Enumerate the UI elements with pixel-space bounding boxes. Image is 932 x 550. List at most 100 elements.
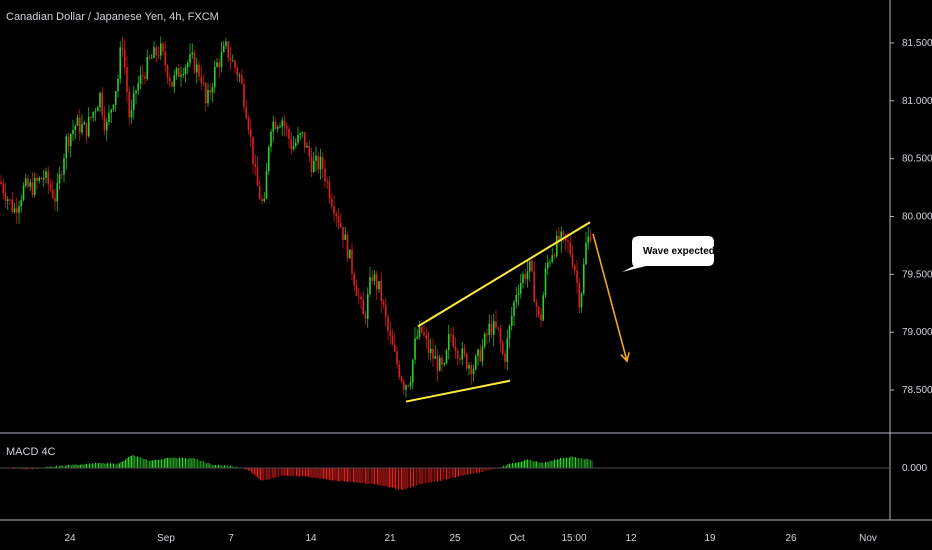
macd-bar bbox=[159, 459, 161, 468]
candle-body bbox=[393, 344, 396, 352]
macd-bar bbox=[101, 463, 102, 468]
candle-body bbox=[274, 121, 277, 129]
price-axis[interactable]: 81.500 81.000 80.500 80.000 79.500 79.000 78.5… bbox=[890, 38, 932, 396]
macd-bar bbox=[411, 468, 413, 487]
macd-bar bbox=[276, 468, 278, 478]
candle-body bbox=[234, 60, 236, 69]
macd-bar bbox=[246, 468, 248, 470]
candle-body bbox=[180, 74, 182, 77]
macd-bar bbox=[468, 468, 470, 474]
candle-body bbox=[447, 334, 450, 351]
macd-bar bbox=[479, 468, 480, 473]
macd-bar bbox=[404, 468, 405, 489]
macd-bar bbox=[470, 468, 471, 475]
candle-body bbox=[42, 177, 45, 180]
macd-bar bbox=[531, 460, 533, 468]
macd-bar bbox=[45, 466, 47, 468]
candle-body bbox=[123, 49, 126, 68]
macd-bar bbox=[63, 466, 65, 468]
macd-bar bbox=[507, 464, 509, 468]
macd-bar bbox=[432, 468, 434, 482]
macd-bar bbox=[209, 463, 210, 468]
macd-bar bbox=[149, 461, 150, 468]
wedge-upper-line[interactable] bbox=[417, 221, 591, 328]
macd-bar bbox=[554, 459, 555, 468]
macd-bar bbox=[546, 461, 548, 468]
macd-bar bbox=[435, 468, 437, 481]
candle-body bbox=[60, 174, 63, 176]
macd-bar bbox=[560, 458, 561, 468]
macd-bar bbox=[515, 463, 516, 468]
macd-bar bbox=[203, 461, 204, 468]
macd-bar bbox=[350, 468, 351, 482]
macd-bar bbox=[158, 459, 159, 468]
projection-arrow[interactable] bbox=[592, 233, 628, 362]
macd-bar bbox=[173, 458, 174, 468]
macd-bar bbox=[129, 456, 131, 468]
candle-body bbox=[432, 348, 434, 359]
macd-bar bbox=[105, 463, 107, 468]
macd-bar bbox=[221, 465, 222, 468]
macd-bar bbox=[125, 459, 126, 468]
macd-bar bbox=[266, 468, 267, 480]
macd-bar bbox=[117, 463, 119, 468]
candle-body bbox=[139, 75, 142, 84]
candle-body bbox=[294, 142, 297, 147]
macd-bar bbox=[146, 459, 147, 468]
macd-bar bbox=[80, 464, 81, 468]
candle-body bbox=[36, 177, 38, 181]
candle-body bbox=[126, 67, 128, 93]
candle-body bbox=[204, 83, 207, 104]
price-tick-label: 81.000 bbox=[902, 96, 932, 107]
candle-body bbox=[267, 146, 270, 172]
macd-bar bbox=[519, 461, 521, 468]
macd-bar bbox=[548, 462, 549, 468]
macd-bar bbox=[204, 462, 206, 468]
macd-bar bbox=[467, 468, 468, 475]
macd-bar bbox=[156, 459, 158, 468]
wedge-lower-line[interactable] bbox=[405, 379, 511, 403]
macd-bar bbox=[201, 460, 203, 468]
candle-body bbox=[535, 302, 538, 307]
macd-bar bbox=[585, 458, 587, 468]
candle-body bbox=[560, 231, 563, 242]
macd-bar bbox=[47, 466, 48, 468]
candle-body bbox=[20, 199, 23, 207]
candle-body bbox=[474, 356, 477, 370]
candle-body bbox=[51, 189, 54, 198]
macd-bar bbox=[357, 468, 359, 483]
macd-bar bbox=[143, 459, 144, 468]
candle-body bbox=[191, 52, 194, 55]
macd-bar bbox=[107, 463, 108, 468]
macd-bar bbox=[407, 468, 408, 488]
candle-body bbox=[200, 76, 203, 83]
callout[interactable]: Wave expected bbox=[622, 236, 715, 272]
candle-body bbox=[301, 132, 304, 134]
macd-bar bbox=[50, 466, 51, 468]
candle-body bbox=[141, 75, 144, 77]
macd-bar bbox=[258, 468, 260, 480]
candle-body bbox=[171, 81, 173, 87]
candle-body bbox=[400, 376, 403, 382]
candle-body bbox=[382, 301, 385, 305]
candle-body bbox=[551, 255, 554, 262]
candle-body bbox=[92, 111, 95, 118]
candle-body bbox=[144, 76, 146, 79]
macd-bar bbox=[522, 461, 524, 468]
macd-bar bbox=[56, 465, 57, 468]
price-tick-label: 80.500 bbox=[902, 154, 932, 165]
macd-bar bbox=[510, 463, 512, 468]
macd-bar bbox=[333, 468, 335, 481]
candle-body bbox=[114, 91, 117, 105]
macd-bar bbox=[371, 468, 372, 484]
candle-body bbox=[150, 57, 153, 59]
macd-bar bbox=[174, 457, 176, 468]
candle-body bbox=[567, 240, 569, 243]
macd-bar bbox=[473, 468, 474, 474]
macd-bar bbox=[323, 468, 324, 479]
macd-bar bbox=[87, 464, 89, 468]
macd-bar bbox=[306, 468, 308, 477]
time-axis[interactable]: 24 Sep 7 14 21 25 Oct 15:00 12 19 26 Nov bbox=[64, 533, 876, 544]
candle-body bbox=[13, 208, 16, 213]
